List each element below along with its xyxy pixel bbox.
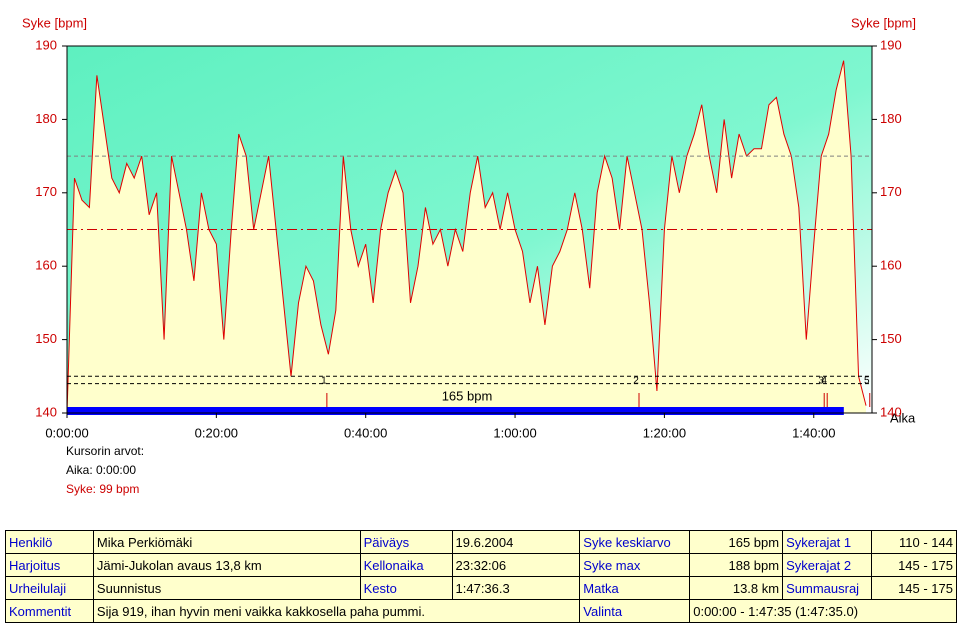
cell-value: 1:47:36.3 <box>451 576 581 600</box>
x-tick-label: 1:20:00 <box>643 425 686 440</box>
chart: Syke [bpm] Syke [bpm] Aika Kursorin arvo… <box>22 15 916 496</box>
x-label: Aika <box>890 410 916 425</box>
y2-tick-label: 160 <box>880 258 902 273</box>
table-row: Henkilö Mika Perkiömäki Päiväys 19.6.2004 Sy… <box>5 530 957 554</box>
cell-value: 145 - 175 <box>871 576 957 600</box>
y2-tick-label: 140 <box>880 404 902 419</box>
table-row: Kommentit Sija 919, ihan hyvin meni vaikk… <box>5 599 957 623</box>
y-tick-label: 180 <box>35 111 57 126</box>
x-tick-label: 0:20:00 <box>195 425 238 440</box>
x-tick-label: 0:00:00 <box>45 425 88 440</box>
y-tick-label: 140 <box>35 404 57 419</box>
line <box>66 60 867 414</box>
cell-value: Sija 919, ihan hyvin meni vaikka kakkose… <box>92 599 581 623</box>
cell-key: Syke keskiarvo <box>579 530 691 554</box>
cell-key: Harjoitus <box>5 553 94 577</box>
x-tick-label: 1:40:00 <box>792 425 835 440</box>
cell-key: Kommentit <box>5 599 94 623</box>
lap-label: 2 <box>633 376 639 387</box>
cell-value: 165 bpm <box>689 530 784 554</box>
cursor-title: Kursorin arvot: <box>66 444 144 458</box>
cursor-time: Aika: 0:00:00 <box>66 463 136 477</box>
selection-label: 165 bpm <box>442 388 493 403</box>
y-tick-label: 160 <box>35 258 57 273</box>
y2-tick-label: 150 <box>880 331 902 346</box>
y2-tick-label: 190 <box>880 37 902 52</box>
y-label-left: Syke [bpm] <box>22 15 87 30</box>
lap-label: 4 <box>821 376 827 387</box>
cell-value: 0:00:00 - 1:47:35 (1:47:35.0) <box>689 599 957 623</box>
y-label-right: Syke [bpm] <box>851 15 916 30</box>
cell-key: Summausraj <box>782 576 873 600</box>
cell-value: Mika Perkiömäki <box>92 530 361 554</box>
cell-key: Sykerajat 1 <box>782 530 873 554</box>
y-tick-label: 150 <box>35 331 57 346</box>
y-tick-label: 190 <box>35 37 57 52</box>
info-table: Henkilö Mika Perkiömäki Päiväys 19.6.2004 Sy… <box>5 530 957 623</box>
y2-tick-label: 180 <box>880 111 902 126</box>
cell-value: 188 bpm <box>689 553 784 577</box>
cell-key: Valinta <box>579 599 691 623</box>
lap-label: 5 <box>864 376 870 387</box>
cell-value: 13.8 km <box>689 576 784 600</box>
table-row: Harjoitus Jämi-Jukolan avaus 13,8 km Kello… <box>5 553 957 577</box>
cell-value: 145 - 175 <box>871 553 957 577</box>
cell-value: 110 - 144 <box>871 530 957 554</box>
area <box>67 60 867 414</box>
x-tick-label: 1:00:00 <box>493 425 536 440</box>
plot-border <box>66 45 873 414</box>
selection-bar <box>67 407 844 415</box>
cell-key: Matka <box>579 576 691 600</box>
lap-label: 1 <box>321 376 327 387</box>
lap-label: 3 <box>818 376 824 387</box>
cell-value: 23:32:06 <box>451 553 581 577</box>
cell-value: 19.6.2004 <box>451 530 581 554</box>
cell-key: Henkilö <box>5 530 94 554</box>
cell-value: Suunnistus <box>92 576 361 600</box>
cell-key: Sykerajat 2 <box>782 553 873 577</box>
cell-key: Kesto <box>359 576 453 600</box>
cell-key: Kellonaika <box>359 553 453 577</box>
cell-key: Päiväys <box>359 530 453 554</box>
y-tick-label: 170 <box>35 184 57 199</box>
y2-tick-label: 170 <box>880 184 902 199</box>
cell-key: Urheilulaji <box>5 576 94 600</box>
table-row: Urheilulaji Suunnistus Kesto 1:47:36.3 Matka… <box>5 576 957 600</box>
cell-value: Jämi-Jukolan avaus 13,8 km <box>92 553 361 577</box>
x-tick-label: 0:40:00 <box>344 425 387 440</box>
cell-key: Syke max <box>579 553 691 577</box>
cursor-hr: Syke: 99 bpm <box>66 482 139 496</box>
